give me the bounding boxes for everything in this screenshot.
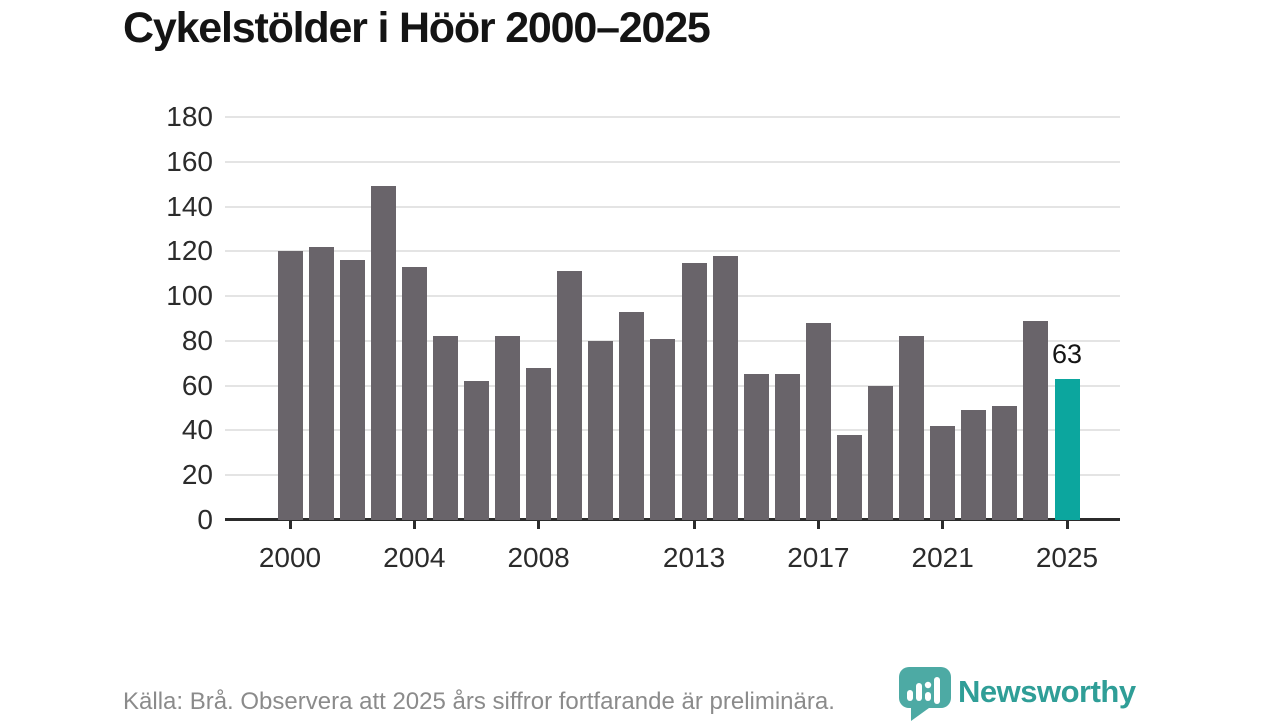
bar-2010 xyxy=(588,340,614,520)
x-tick-2000 xyxy=(288,520,292,529)
bar-2024 xyxy=(1023,320,1049,520)
highlight-value-label: 63 xyxy=(1051,338,1083,369)
x-tick-2017 xyxy=(816,520,820,529)
y-axis-label-140: 140 xyxy=(166,190,213,222)
bar-2007 xyxy=(495,336,521,520)
bar-2021 xyxy=(930,425,956,520)
x-axis-label-2004: 2004 xyxy=(383,542,446,573)
gridline-y-160 xyxy=(225,160,1120,163)
y-axis-label-160: 160 xyxy=(166,145,213,177)
bar-2012 xyxy=(650,338,676,520)
bar-2022 xyxy=(961,410,987,520)
y-axis-label-120: 120 xyxy=(166,235,213,267)
y-axis-label-100: 100 xyxy=(166,280,213,312)
x-tick-2008 xyxy=(537,520,541,529)
plot-area xyxy=(225,116,1120,521)
y-axis-label-40: 40 xyxy=(181,414,213,446)
y-axis-label-0: 0 xyxy=(197,504,213,535)
bar-2019 xyxy=(868,385,894,520)
bar-2004 xyxy=(401,267,427,520)
x-tick-2021 xyxy=(941,520,945,529)
newsworthy-chart-bubble-icon xyxy=(899,667,951,721)
gridline-y-180 xyxy=(225,116,1120,118)
x-axis-label-2017: 2017 xyxy=(787,542,850,573)
bar-2009 xyxy=(557,271,583,520)
gridline-y-140 xyxy=(225,205,1120,208)
x-axis-label-2000: 2000 xyxy=(258,542,322,573)
bar-2018 xyxy=(836,434,862,520)
x-tick-2004 xyxy=(412,520,416,529)
x-tick-2013 xyxy=(692,520,696,529)
x-tick-2025 xyxy=(1065,520,1069,529)
bar-2003 xyxy=(370,186,396,520)
bar-2000 xyxy=(277,251,303,520)
bar-2016 xyxy=(774,374,800,520)
bar-2015 xyxy=(743,374,769,520)
bar-2023 xyxy=(992,405,1018,520)
bar-2008 xyxy=(526,367,552,520)
page-title: Cykelstölder i Höör 2000–2025 xyxy=(123,4,711,52)
bar-2001 xyxy=(308,246,334,520)
bar-2014 xyxy=(712,255,738,520)
x-axis-label-2008: 2008 xyxy=(507,542,570,573)
y-axis-label-80: 80 xyxy=(181,324,213,356)
gridline-y-100 xyxy=(225,295,1120,298)
bar-2002 xyxy=(339,260,365,520)
bar-2013 xyxy=(681,262,707,520)
y-axis-label-180: 180 xyxy=(166,101,213,132)
bar-2011 xyxy=(619,311,645,520)
bar-2020 xyxy=(899,336,925,520)
y-axis-label-20: 20 xyxy=(181,459,213,491)
x-axis-label-2025: 2025 xyxy=(1035,542,1099,573)
gridline-y-120 xyxy=(225,250,1120,253)
logo-wordmark: Newsworthy xyxy=(958,674,1136,709)
bar-2017 xyxy=(805,322,831,520)
y-axis-label-60: 60 xyxy=(181,369,213,401)
newsworthy-logo: Newsworthy xyxy=(897,663,1167,721)
bar-chart: 63 0 20 40 60 80 100 120 140 160 180 2000 2004 2008 2… xyxy=(166,101,1120,573)
bar-2006 xyxy=(463,381,489,520)
bar-2025 xyxy=(1054,378,1080,520)
bar-2005 xyxy=(432,336,458,520)
source-note: Källa: Brå. Observera att 2025 års siffr… xyxy=(123,688,835,715)
x-axis-label-2013: 2013 xyxy=(662,542,726,573)
x-axis-label-2021: 2021 xyxy=(911,542,974,573)
